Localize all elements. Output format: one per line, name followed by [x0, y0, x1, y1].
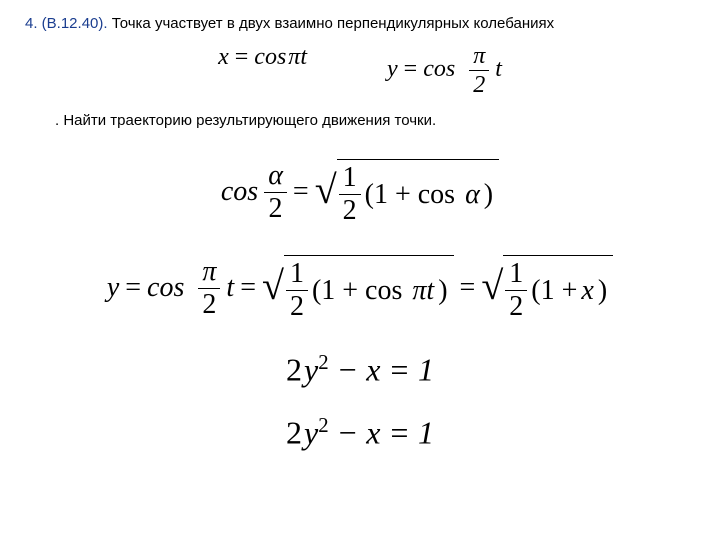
deriv-s1-close: ): [438, 275, 447, 307]
eq1-arg: πt: [288, 44, 307, 70]
deriv-sqrt2: √ 1 2 (1 + x): [481, 255, 613, 321]
given-equations-row: x = cosπt y = cos π 2 t: [25, 44, 695, 97]
deriv-s1-paren: (1 + cos: [312, 275, 402, 307]
final-equation-2: 2y2 − x = 1: [25, 414, 695, 452]
deriv-s2-paren: (1 +: [531, 275, 577, 307]
deriv-cos: cos: [147, 272, 184, 304]
ha-fraction: α 2: [264, 162, 287, 223]
deriv-s1-den: 2: [286, 291, 308, 321]
eq1-lhs: x: [218, 44, 229, 70]
deriv-y: y: [107, 272, 119, 304]
deriv-sqrt2-frac: 1 2: [505, 260, 527, 321]
deriv-s2-x: x: [581, 275, 593, 307]
derivation-formula: y = cos π 2 t = √ 1 2 (1 + cosπt) = √: [25, 255, 695, 321]
ha-sqrt-num: 1: [339, 164, 361, 195]
fin1-coef: 2: [286, 352, 302, 388]
deriv-sqrt1-frac: 1 2: [286, 260, 308, 321]
fin1-exp: 2: [318, 351, 328, 374]
eq2-lhs: y: [387, 56, 398, 82]
equation-x: x = cosπt: [218, 44, 307, 97]
equation-y: y = cos π 2 t: [387, 44, 502, 97]
fin2-exp: 2: [318, 414, 328, 437]
deriv-frac-num: π: [198, 258, 220, 289]
eq2-cos: cos: [423, 56, 455, 82]
fin2-y: y: [304, 414, 318, 450]
eq2-fraction: π 2: [469, 44, 489, 97]
deriv-s1-pt: πt: [412, 275, 434, 307]
problem-statement: 4. (В.12.40). Точка участвует в двух вза…: [25, 15, 695, 32]
ha-frac-num: α: [264, 162, 287, 193]
deriv-s2-close: ): [598, 275, 607, 307]
ha-paren: (1 + cos: [365, 179, 455, 211]
ha-frac-den: 2: [264, 193, 287, 223]
deriv-t: t: [226, 272, 234, 304]
deriv-fraction: π 2: [198, 258, 220, 319]
ha-sqrt: √ 1 2 (1 + cosα): [315, 159, 499, 225]
final-equation-1: 2y2 − x = 1: [25, 351, 695, 389]
task-instruction: . Найти траекторию результирующего движе…: [55, 112, 695, 129]
ha-close: ): [484, 179, 493, 211]
ha-sqrt-frac: 1 2: [339, 164, 361, 225]
half-angle-formula: cos α 2 = √ 1 2 (1 + cosα): [25, 159, 695, 225]
fin2-rest: − x = 1: [329, 414, 434, 450]
eq2-t: t: [495, 56, 502, 82]
deriv-s2-num: 1: [505, 260, 527, 291]
fin2-coef: 2: [286, 414, 302, 450]
eq2-frac-den: 2: [469, 71, 489, 97]
deriv-frac-den: 2: [198, 289, 220, 319]
fin1-y: y: [304, 352, 318, 388]
ha-sqrt-den: 2: [339, 195, 361, 225]
problem-number: 4. (В.12.40).: [25, 15, 108, 32]
deriv-s1-num: 1: [286, 260, 308, 291]
deriv-sqrt1: √ 1 2 (1 + cosπt): [262, 255, 454, 321]
ha-cos: cos: [221, 176, 258, 208]
eq1-cos: cos: [254, 44, 286, 70]
ha-alpha: α: [465, 179, 480, 211]
fin1-rest: − x = 1: [329, 352, 434, 388]
deriv-s2-den: 2: [505, 291, 527, 321]
problem-text-body: Точка участвует в двух взаимно перпендик…: [112, 15, 554, 32]
eq2-frac-num: π: [469, 44, 489, 71]
